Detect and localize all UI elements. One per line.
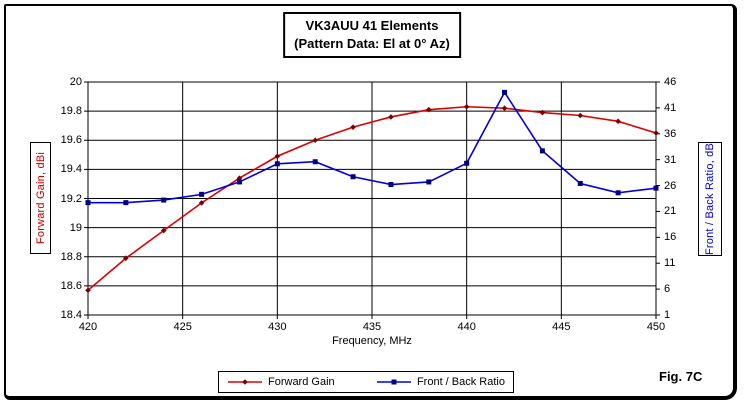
marker-diamond xyxy=(85,287,91,294)
marker-diamond xyxy=(274,153,281,160)
marker-square xyxy=(426,179,432,185)
y-right-axis-title-box: Front / Back Ratio, dB xyxy=(698,142,722,256)
marker-square xyxy=(274,161,280,167)
legend-sample-front-back-ratio xyxy=(376,379,411,385)
marker-diamond xyxy=(615,118,621,125)
marker-diamond xyxy=(160,227,167,234)
legend-entry-forward-gain: Forward Gain xyxy=(227,376,335,388)
marker-diamond xyxy=(350,124,356,130)
marker-square xyxy=(502,89,508,95)
plot-border xyxy=(87,81,657,316)
legend-sample-forward-gain xyxy=(228,379,262,385)
chart-title: VK3AUU 41 Elements xyxy=(305,18,439,33)
marker-diamond xyxy=(463,103,470,110)
marker-square xyxy=(464,160,470,166)
series-line xyxy=(87,105,657,291)
marker-square xyxy=(350,174,356,180)
chart-subtitle: (Pattern Data: El at 0° Az) xyxy=(294,36,450,51)
marker-square xyxy=(312,159,318,165)
marker-square xyxy=(388,182,394,188)
series-line xyxy=(88,90,657,204)
y-left-axis-title: Forward Gain, dBi xyxy=(34,151,47,245)
marker-diamond xyxy=(539,109,546,116)
marker-diamond xyxy=(501,105,508,112)
marker-diamond xyxy=(388,114,394,120)
chart-title-box: VK3AUU 41 Elements (Pattern Data: El at … xyxy=(283,12,461,58)
marker-square xyxy=(85,200,91,206)
marker-diamond xyxy=(198,200,205,206)
y-left-axis-title-box: Forward Gain, dBi xyxy=(30,142,51,254)
marker-square xyxy=(615,190,621,196)
marker-diamond xyxy=(312,137,318,144)
figure-caption: Fig. 7C xyxy=(659,369,703,384)
marker-diamond xyxy=(653,130,659,136)
marker-diamond xyxy=(426,106,432,113)
legend: Forward Gain Front / Back Ratio xyxy=(218,371,514,393)
marker-square xyxy=(539,148,545,154)
marker-square xyxy=(577,180,583,186)
marker-square xyxy=(161,197,167,203)
marker-square xyxy=(391,379,397,385)
y-right-axis-title: Front / Back Ratio, dB xyxy=(704,143,716,255)
marker-diamond xyxy=(236,175,243,181)
marker-square xyxy=(653,185,659,191)
marker-diamond xyxy=(577,112,584,119)
marker-square xyxy=(199,191,205,197)
x-axis-title: Frequency, MHz xyxy=(332,335,412,347)
legend-label-forward-gain: Forward Gain xyxy=(268,376,335,388)
marker-square xyxy=(236,179,242,185)
marker-square xyxy=(123,200,129,206)
legend-entry-front-back-ratio: Front / Back Ratio xyxy=(376,376,505,388)
marker-diamond xyxy=(242,379,248,385)
legend-label-front-back-ratio: Front / Back Ratio xyxy=(416,376,505,388)
marker-diamond xyxy=(123,255,129,262)
